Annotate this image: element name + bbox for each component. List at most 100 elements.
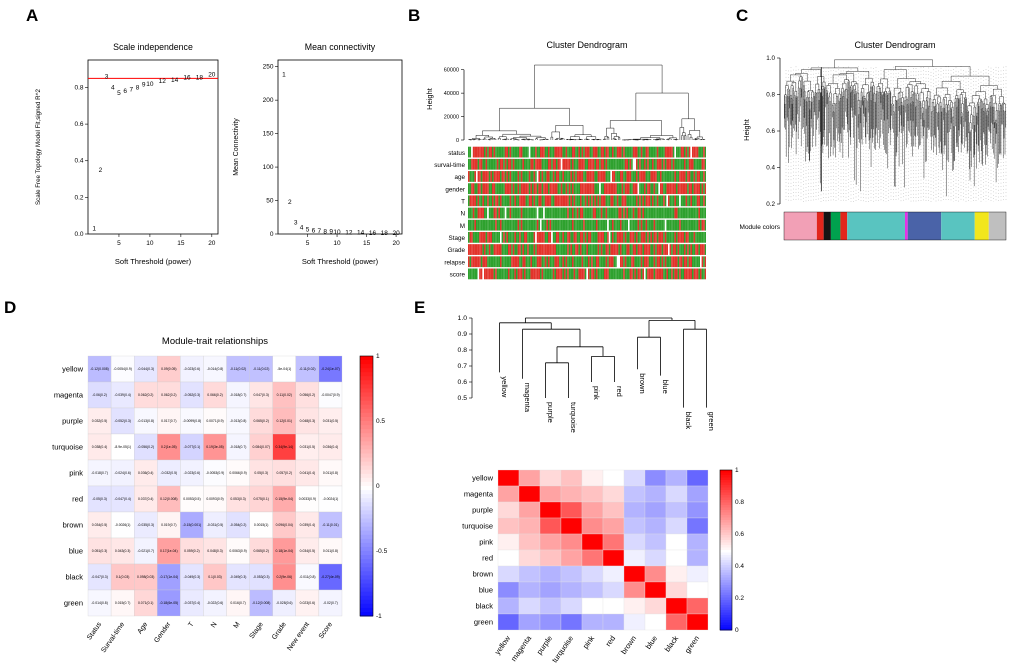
trait-cell — [554, 219, 556, 231]
colorbar-step — [360, 575, 373, 580]
trait-cell — [548, 244, 550, 255]
trait-cell — [696, 231, 699, 243]
trait-cell — [687, 158, 689, 170]
trait-cell — [682, 158, 684, 170]
trait-cell — [648, 219, 651, 231]
trait-cell — [508, 195, 510, 207]
trait-cell — [621, 171, 624, 182]
trait-cell — [482, 207, 484, 219]
trait-cell — [648, 183, 651, 195]
trait-cell — [685, 244, 688, 255]
trait-cell — [653, 268, 656, 280]
trait-cell — [636, 158, 638, 170]
trait-cell — [551, 256, 553, 268]
trait-cell — [653, 195, 656, 207]
colorbar-step — [720, 570, 732, 573]
trait-cell — [549, 158, 552, 170]
trait-cell — [527, 171, 529, 182]
cell-value-label: -0.11(0.02) — [230, 367, 246, 371]
cell-value-label: 0.032(0.5) — [92, 419, 107, 423]
module-row-label: magenta — [464, 490, 494, 499]
trait-cell — [551, 231, 553, 243]
trait-cell — [580, 146, 582, 158]
trait-cell — [616, 158, 619, 170]
x-axis-label: Soft Threshold (power) — [302, 257, 379, 266]
corr-cell — [686, 565, 709, 583]
x-axis-label: Soft Threshold (power) — [115, 257, 192, 266]
trait-cell — [554, 195, 556, 207]
trait-cell — [669, 207, 672, 219]
trait-cell — [596, 207, 598, 219]
trait-cell — [674, 231, 676, 243]
trait-cell — [524, 244, 526, 255]
trait-cell — [597, 158, 600, 170]
trait-cell — [535, 268, 537, 280]
trait-cell — [512, 171, 515, 182]
trait-cell — [511, 207, 513, 219]
trait-cell — [484, 231, 486, 243]
trait-cell — [623, 231, 625, 243]
colorbar-tick-label: 0.4 — [735, 563, 744, 570]
trait-cell — [560, 219, 563, 231]
colorbar-step — [720, 507, 732, 511]
trait-cell — [471, 268, 473, 280]
trait-cell — [522, 244, 524, 255]
colorbar-step — [360, 368, 373, 373]
trait-cell — [468, 231, 470, 243]
trait-cell — [688, 171, 691, 182]
trait-cell — [511, 195, 513, 207]
trait-cell — [468, 207, 470, 219]
cell-value-label: -0.039(0.4) — [114, 393, 131, 397]
colorbar-step — [360, 388, 373, 394]
trait-cell — [676, 268, 678, 280]
corr-cell — [686, 533, 709, 551]
colorbar-step — [720, 477, 732, 481]
trait-cell — [634, 231, 636, 243]
trait-cell — [530, 268, 532, 280]
trait-cell — [576, 256, 579, 268]
trait-cell — [469, 171, 472, 182]
trait-cell — [632, 158, 635, 170]
trait-cell — [482, 146, 484, 158]
trait-cell — [520, 244, 523, 255]
trait-cell — [599, 183, 601, 195]
colorbar-tick-label: 0.6 — [735, 531, 744, 538]
trait-cell — [672, 171, 675, 182]
trait-cell — [628, 146, 630, 158]
trait-cell — [695, 158, 697, 170]
trait-cell — [620, 146, 622, 158]
trait-cell — [655, 207, 657, 219]
trait-cell — [703, 244, 705, 255]
trait-cell — [560, 146, 563, 158]
trait-cell — [629, 207, 632, 219]
trait-cell — [500, 171, 502, 182]
trait-cell — [519, 256, 521, 268]
corr-cell — [518, 469, 541, 487]
trait-cell — [557, 183, 560, 195]
corr-cell — [497, 517, 520, 535]
data-point-label: 9 — [142, 82, 146, 89]
trait-cell — [605, 231, 608, 243]
trait-cell — [663, 268, 665, 280]
cell-value-label: 0.016(0.7) — [230, 601, 245, 605]
y-tick-label: 0.6 — [766, 128, 775, 135]
trait-cell — [554, 171, 556, 182]
trait-cell — [604, 231, 606, 243]
trait-cell — [600, 231, 603, 243]
data-point-label: 12 — [159, 78, 167, 85]
trait-cell — [696, 183, 699, 195]
trait-cell — [477, 183, 480, 195]
corr-cell — [644, 485, 667, 503]
trait-cell — [557, 146, 560, 158]
trait-cell — [610, 171, 612, 182]
trait-cell — [517, 195, 520, 207]
corr-cell — [581, 613, 604, 631]
trait-cell — [596, 195, 598, 207]
trait-cell — [605, 219, 608, 231]
trait-cell — [562, 171, 564, 182]
trait-row-label: status — [448, 150, 465, 157]
corr-cell — [560, 517, 583, 535]
trait-cell — [703, 268, 705, 280]
module-row-label: green — [64, 599, 83, 608]
module-color-segment-yellow — [974, 212, 989, 240]
